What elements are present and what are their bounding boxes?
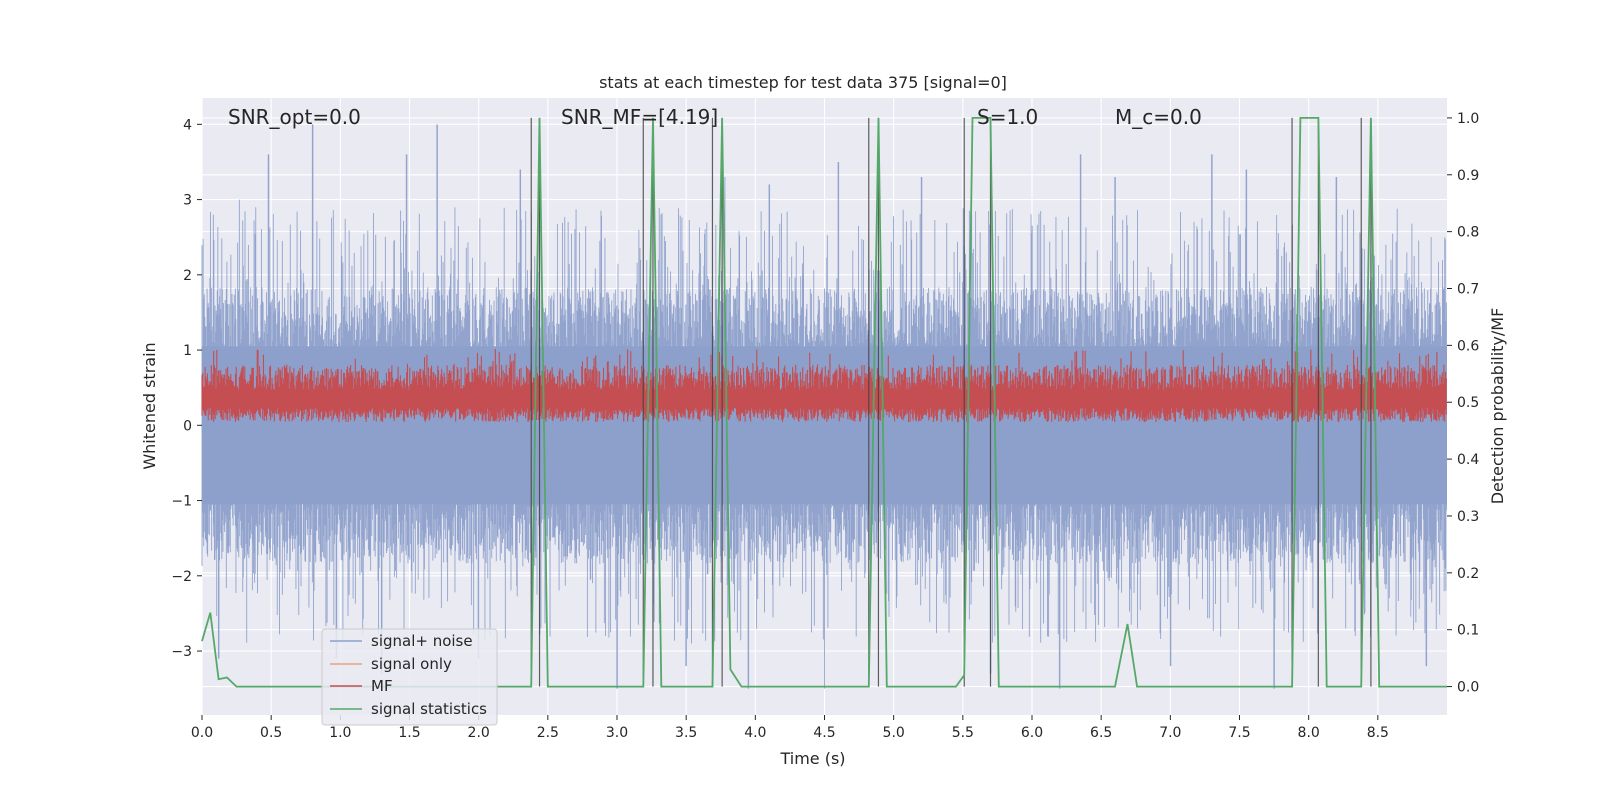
legend-label-mf: MF xyxy=(371,677,393,695)
y-tick-label: 4 xyxy=(183,117,192,133)
y2-tick-label: 0.2 xyxy=(1457,566,1479,582)
y-tick-label: 3 xyxy=(183,193,192,209)
trigger-lines xyxy=(530,117,1372,687)
annotation-snr-opt: SNR_opt=0.0 xyxy=(228,105,361,129)
y-tick-label: 1 xyxy=(183,343,192,359)
y2-tick-label: 0.5 xyxy=(1457,395,1479,411)
chart-title: stats at each timestep for test data 375… xyxy=(599,73,1007,92)
x-tick-label: 7.0 xyxy=(1159,725,1181,741)
y-tick-label: −3 xyxy=(171,644,192,660)
legend: signal+ noise signal only MF signal stat… xyxy=(321,628,498,726)
x-tick-label: 1.0 xyxy=(329,725,351,741)
legend-label-noise: signal+ noise xyxy=(371,632,473,650)
y2-tick-label: 0.9 xyxy=(1457,168,1479,184)
y2-tick-label: 0.7 xyxy=(1457,282,1479,298)
annotations: SNR_opt=0.0 SNR_MF=[4.19] S=1.0 M_c=0.0 xyxy=(228,105,1202,129)
series-mf xyxy=(201,349,1447,423)
annotation-mc: M_c=0.0 xyxy=(1115,105,1202,129)
y-tick-labels: −3 −2 −1 0 1 2 3 4 xyxy=(171,117,202,660)
x-tick-label: 3.5 xyxy=(675,725,697,741)
legend-label-signal-statistics: signal statistics xyxy=(371,700,487,718)
legend-box xyxy=(321,628,498,726)
y-tick-label: 2 xyxy=(183,268,192,284)
x-tick-label: 5.0 xyxy=(883,725,905,741)
x-tick-labels: 0.0 0.5 1.0 1.5 2.0 2.5 3.0 3.5 4.0 4.5 5.0 5.5 6.0 6… xyxy=(191,715,1389,741)
x-tick-label: 2.0 xyxy=(468,725,490,741)
x-axis-label: Time (s) xyxy=(779,749,845,768)
y-tick-label: −2 xyxy=(171,569,192,585)
legend-label-signal-only: signal only xyxy=(371,655,452,673)
x-tick-label: 0.5 xyxy=(260,725,282,741)
y2-tick-labels: 0.0 0.1 0.2 0.3 0.4 0.5 0.6 0.7 0.8 0.9 1.0 xyxy=(1447,111,1479,696)
x-tick-label: 8.0 xyxy=(1298,725,1320,741)
x-tick-label: 3.0 xyxy=(606,725,628,741)
plot-area xyxy=(201,98,1447,715)
x-tick-label: 5.5 xyxy=(952,725,974,741)
y2-tick-label: 0.3 xyxy=(1457,509,1479,525)
x-tick-label: 4.5 xyxy=(813,725,835,741)
y2-tick-label: 0.1 xyxy=(1457,623,1479,639)
mf-trace xyxy=(201,349,1447,423)
y2-tick-label: 0.4 xyxy=(1457,452,1479,468)
y-tick-label: −1 xyxy=(171,494,192,510)
x-tick-label: 4.0 xyxy=(744,725,766,741)
y2-tick-label: 0.6 xyxy=(1457,338,1479,354)
x-tick-label: 6.5 xyxy=(1090,725,1112,741)
x-tick-label: 2.5 xyxy=(537,725,559,741)
x-tick-label: 1.5 xyxy=(398,725,420,741)
y-axis-label: Whitened strain xyxy=(140,342,159,469)
annotation-snr-mf: SNR_MF=[4.19] xyxy=(561,105,718,129)
y2-tick-label: 1.0 xyxy=(1457,111,1479,127)
x-tick-label: 7.5 xyxy=(1228,725,1250,741)
x-tick-label: 6.0 xyxy=(1021,725,1043,741)
series-signal-statistics xyxy=(201,117,1447,688)
y2-tick-label: 0.8 xyxy=(1457,225,1479,241)
y2-axis-label: Detection probability/MF xyxy=(1488,308,1507,505)
x-tick-label: 8.5 xyxy=(1367,725,1389,741)
y2-tick-label: 0.0 xyxy=(1457,680,1479,696)
y-tick-label: 0 xyxy=(183,418,192,434)
x-tick-label: 0.0 xyxy=(191,725,213,741)
annotation-s: S=1.0 xyxy=(977,105,1038,129)
